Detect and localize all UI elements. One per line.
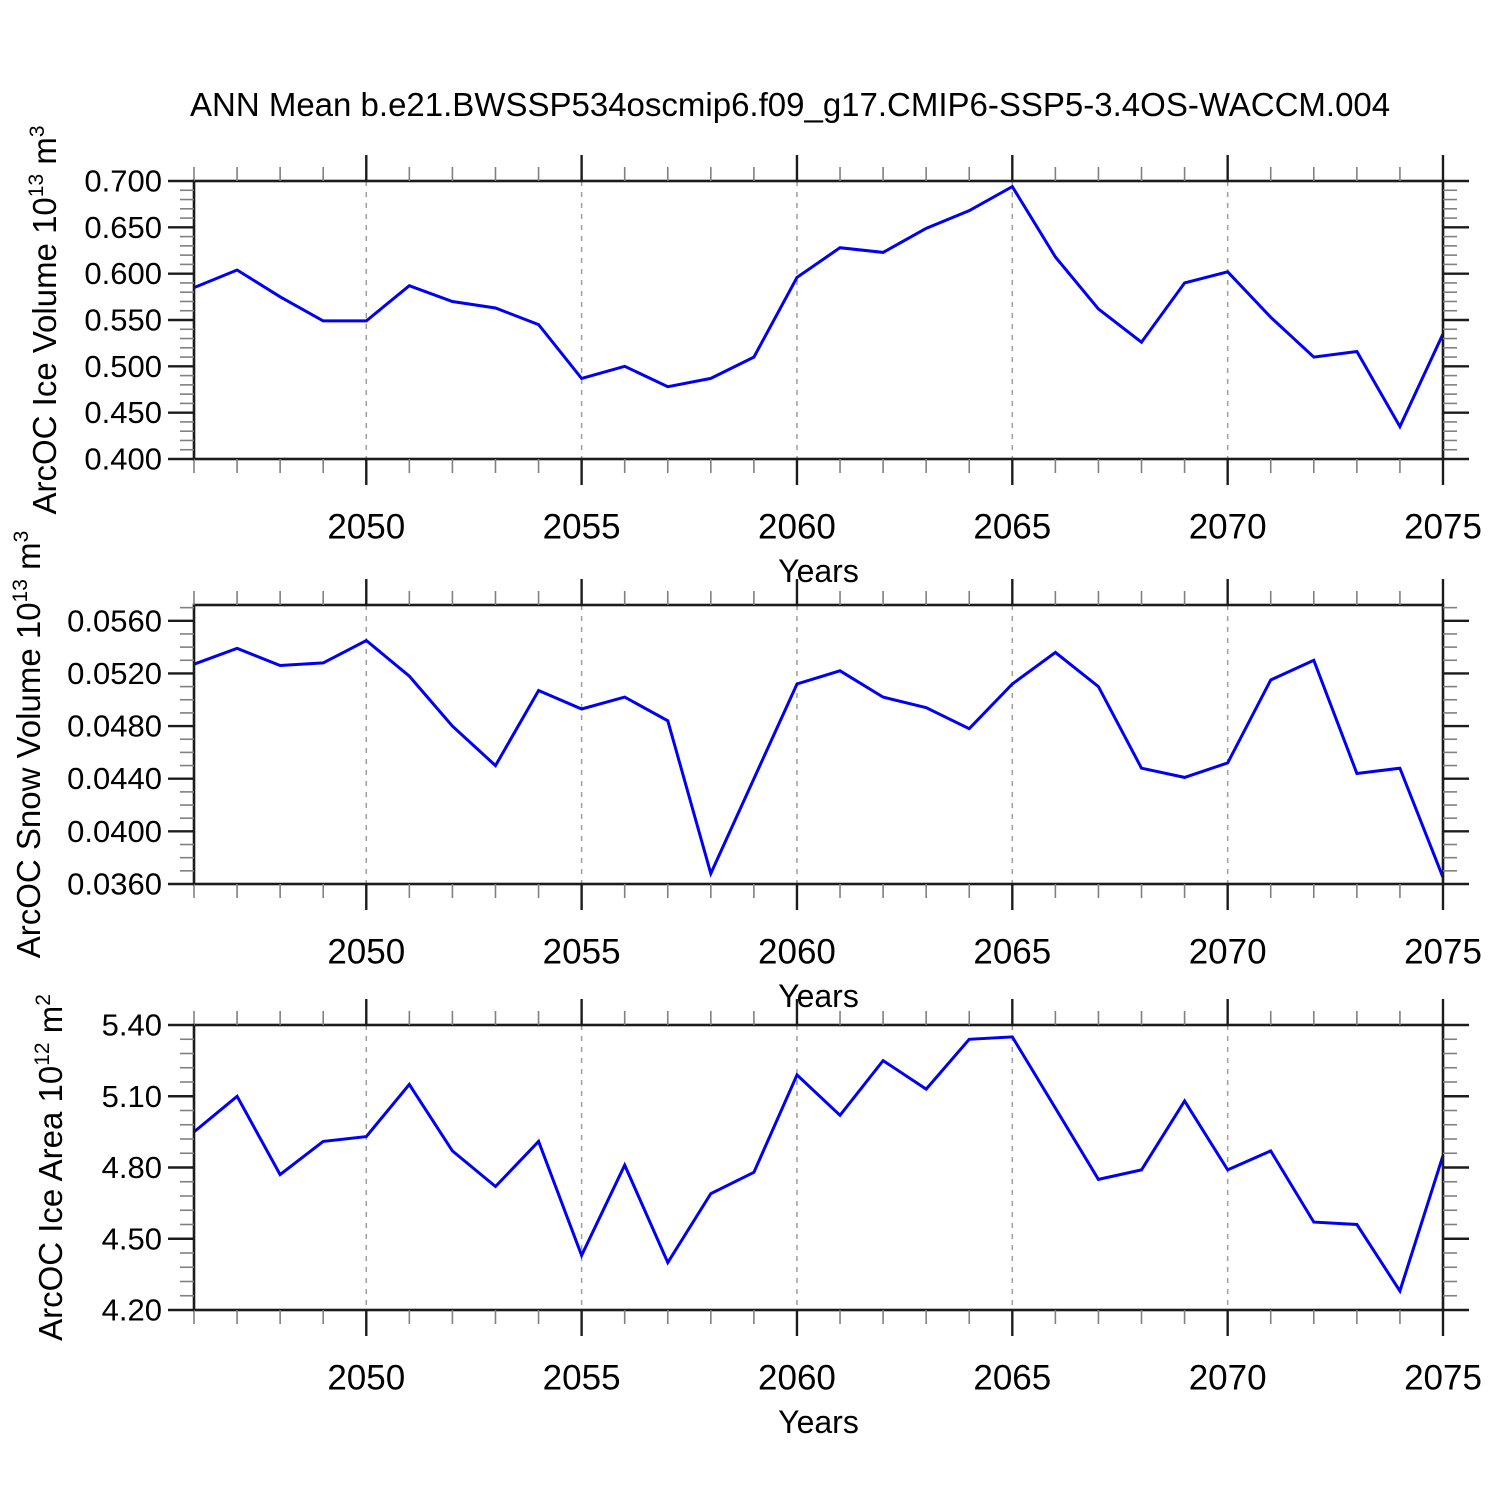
x-tick-label-2075: 2075 xyxy=(1404,1359,1482,1398)
panels-group: 0.700 0.650 0.600 0.550 0.500 0.450 0.400 2050 2… xyxy=(9,125,1482,1440)
y-axis-title: ArcOC Ice Area 1012 m2 xyxy=(31,994,69,1341)
plot-frame xyxy=(192,1023,1445,1312)
y-tick-label-0.450: 0.450 xyxy=(84,395,162,430)
x-tick-label-2065: 2065 xyxy=(973,508,1051,547)
chart-title: ANN Mean b.e21.BWSSP534oscmip6.f09_g17.C… xyxy=(190,86,1390,123)
x-tick-label-2065: 2065 xyxy=(973,933,1051,972)
y-tick-label-0.500: 0.500 xyxy=(84,349,162,384)
y-tick-label-0.0400: 0.0400 xyxy=(67,814,162,849)
x-axis-title: Years xyxy=(778,1404,859,1440)
x-tick-label-2050: 2050 xyxy=(327,508,405,547)
y-axis-title: ArcOC Ice Volume 1013 m3 xyxy=(25,125,63,514)
y-tick-label-0.0480: 0.0480 xyxy=(67,709,162,744)
x-tick-label-2065: 2065 xyxy=(973,1359,1051,1398)
x-tick-label-2070: 2070 xyxy=(1189,508,1267,547)
x-tick-label-2050: 2050 xyxy=(327,1359,405,1398)
y-tick-label-0.550: 0.550 xyxy=(84,303,162,338)
x-tick-label-2075: 2075 xyxy=(1404,508,1482,547)
y-tick-label-0.700: 0.700 xyxy=(84,164,162,199)
y-tick-label-5.10: 5.10 xyxy=(102,1079,162,1114)
y-tick-label-0.0520: 0.0520 xyxy=(67,656,162,691)
x-tick-label-2070: 2070 xyxy=(1189,1359,1267,1398)
x-tick-label-2055: 2055 xyxy=(543,1359,621,1398)
y-tick-label-5.40: 5.40 xyxy=(102,1008,162,1043)
panel-ice-area: 5.40 5.10 4.80 4.50 4.20 2050 2055 2060 2065 2070… xyxy=(31,994,1482,1440)
panel-snow-volume: 0.0560 0.0520 0.0480 0.0440 0.0400 0.0360 2050… xyxy=(9,531,1482,1014)
series-line-ice-area xyxy=(193,1035,1445,1295)
x-tick-label-2050: 2050 xyxy=(327,933,405,972)
series-line-snow-volume xyxy=(193,638,1445,878)
x-axis-title: Years xyxy=(778,978,859,1014)
x-tick-label-2070: 2070 xyxy=(1189,933,1267,972)
plot-frame xyxy=(192,179,1445,461)
x-tick-label-2055: 2055 xyxy=(543,508,621,547)
y-tick-label-4.80: 4.80 xyxy=(102,1150,162,1185)
y-tick-label-0.0560: 0.0560 xyxy=(67,603,162,638)
x-tick-label-2060: 2060 xyxy=(758,1359,836,1398)
y-tick-label-0.400: 0.400 xyxy=(84,442,162,477)
x-axis-title: Years xyxy=(778,553,859,589)
y-tick-label-4.20: 4.20 xyxy=(102,1293,162,1328)
y-tick-label-0.0440: 0.0440 xyxy=(67,761,162,796)
y-axis-title: ArcOC Snow Volume 1013 m3 xyxy=(9,531,47,959)
y-tick-label-0.600: 0.600 xyxy=(84,256,162,291)
series-line-ice-volume xyxy=(193,184,1445,430)
x-tick-label-2055: 2055 xyxy=(543,933,621,972)
y-tick-label-0.0360: 0.0360 xyxy=(67,867,162,902)
x-tick-label-2075: 2075 xyxy=(1404,933,1482,972)
y-tick-label-0.650: 0.650 xyxy=(84,210,162,245)
x-tick-label-2060: 2060 xyxy=(758,933,836,972)
plot-frame xyxy=(192,603,1445,886)
panel-ice-volume: 0.700 0.650 0.600 0.550 0.500 0.450 0.400 2050 2… xyxy=(25,125,1482,589)
x-tick-label-2060: 2060 xyxy=(758,508,836,547)
y-tick-label-4.50: 4.50 xyxy=(102,1221,162,1256)
